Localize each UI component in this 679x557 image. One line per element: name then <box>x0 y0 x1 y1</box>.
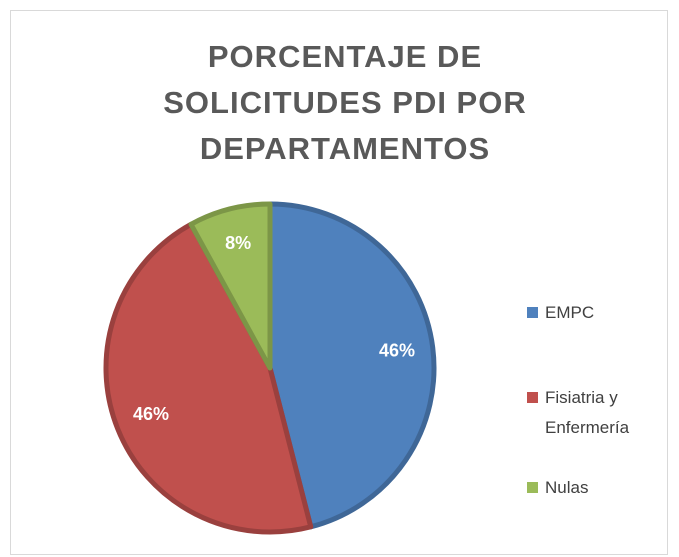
legend-label: Fisiatria y Enfermería <box>545 388 630 437</box>
chart-title: PORCENTAJE DE SOLICITUDES PDI POR DEPART… <box>163 39 527 166</box>
pie-slice <box>103 221 314 535</box>
data-label: 46% <box>379 341 415 361</box>
legend-swatch <box>527 392 538 403</box>
legend-label: Nulas <box>545 478 589 497</box>
legend-label: EMPC <box>545 303 595 322</box>
chart-frame <box>10 10 668 555</box>
data-label: 8% <box>225 233 251 253</box>
pie-slice <box>267 201 437 530</box>
data-label: 46% <box>133 404 169 424</box>
legend-swatch <box>527 307 538 318</box>
pie-slice <box>188 201 273 371</box>
legend-item: Fisiatria y Enfermería <box>527 383 657 443</box>
legend-swatch <box>527 482 538 493</box>
legend-item: EMPC <box>527 298 657 328</box>
legend-item: Nulas <box>527 473 657 503</box>
